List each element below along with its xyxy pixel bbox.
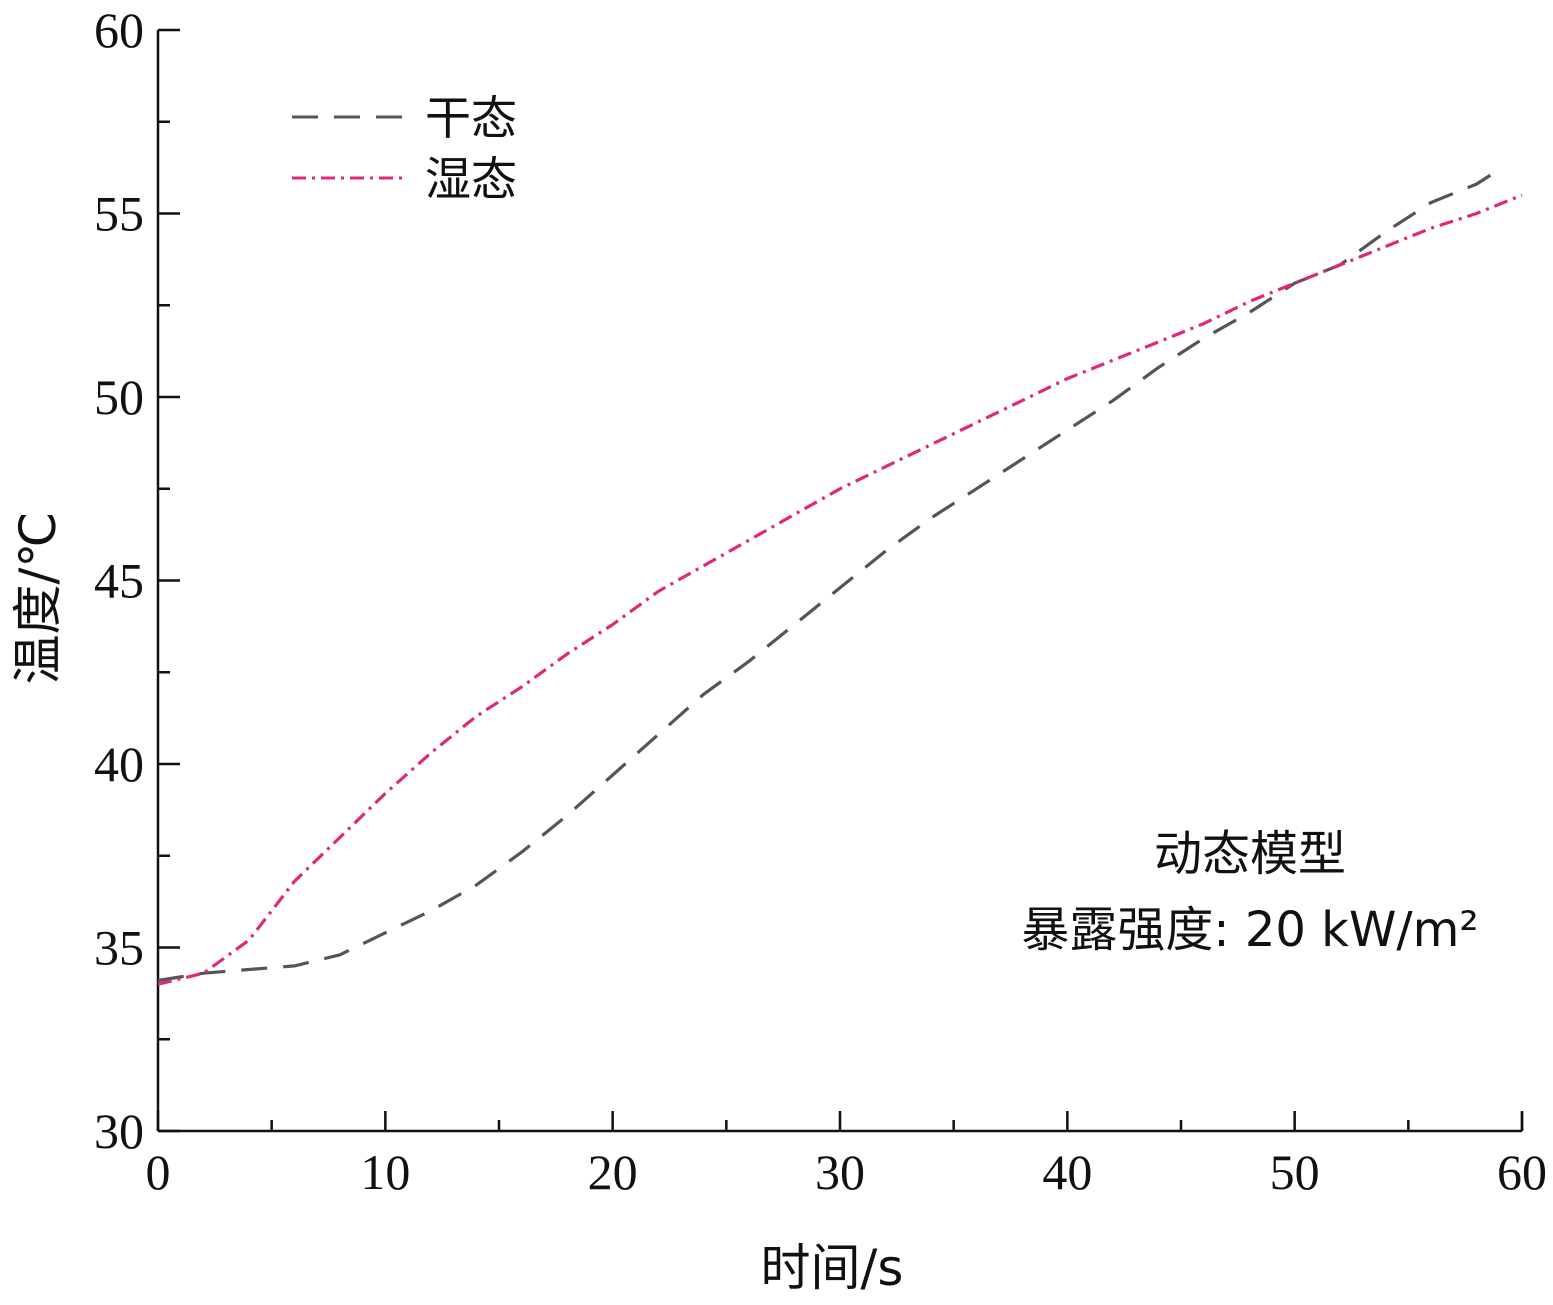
annotation-exposure: 暴露强度: 20 kW/m² [1021, 902, 1478, 958]
x-tick-label-60: 60 [1497, 1144, 1547, 1200]
x-tick-label-40: 40 [1042, 1144, 1092, 1200]
axes [156, 30, 1524, 1133]
y-tick-label-45: 45 [94, 553, 144, 609]
legend-label-wet: 湿态 [425, 152, 517, 206]
y-tick-label-60: 60 [94, 2, 144, 58]
series-layer [157, 168, 1523, 986]
ticks: 30 35 40 45 50 55 60 0 10 20 30 40 50 60 [94, 2, 1547, 1200]
x-tick-label-30: 30 [815, 1144, 865, 1200]
legend: 干态 湿态 [292, 91, 517, 206]
x-tick-label-0: 0 [146, 1144, 171, 1200]
y-tick-label-30: 30 [94, 1103, 144, 1159]
x-tick-label-20: 20 [588, 1144, 638, 1200]
y-axis-title: 温度/℃ [9, 512, 67, 685]
series-line-dry [157, 168, 1501, 983]
x-tick-label-10: 10 [360, 1144, 410, 1200]
y-tick-label-40: 40 [94, 736, 144, 792]
y-tick-label-50: 50 [94, 369, 144, 425]
series-line-wet [157, 193, 1523, 986]
y-tick-label-35: 35 [94, 920, 144, 976]
legend-label-dry: 干态 [425, 91, 517, 145]
y-tick-label-55: 55 [94, 186, 144, 242]
x-axis-title: 时间/s [761, 1239, 904, 1297]
annotation-model: 动态模型 [1154, 826, 1346, 882]
annotation: 动态模型 暴露强度: 20 kW/m² [1021, 826, 1478, 958]
x-tick-label-50: 50 [1270, 1144, 1320, 1200]
